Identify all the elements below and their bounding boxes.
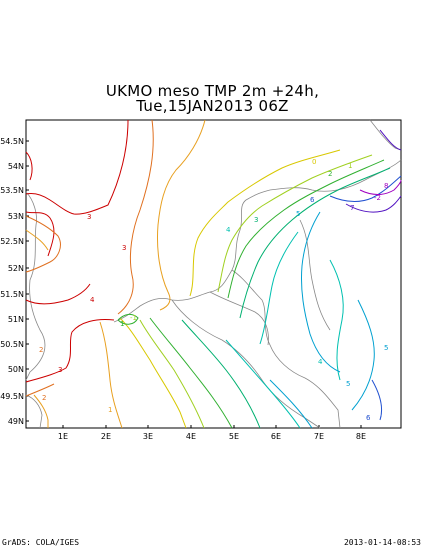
map-title-line2: Tue,15JAN2013 06Z bbox=[136, 97, 289, 115]
contour-m5 bbox=[269, 211, 375, 429]
contour-label: 4 bbox=[318, 358, 323, 366]
contour-label: 1 bbox=[120, 320, 124, 328]
contour-label: 5 bbox=[384, 344, 388, 352]
contour-label: 6 bbox=[366, 414, 371, 422]
contour-label: 6 bbox=[310, 196, 315, 204]
lat-label: 50.5N bbox=[0, 340, 24, 349]
contour-label: 4 bbox=[226, 226, 231, 234]
contour-m3 bbox=[181, 167, 391, 429]
contour-m2 bbox=[117, 159, 385, 429]
contour-label: -1 bbox=[130, 314, 137, 322]
lat-label: 51N bbox=[8, 315, 24, 324]
contour-label: 2 bbox=[39, 346, 43, 354]
contour-label: 3 bbox=[122, 244, 126, 252]
footer-timestamp: 2013-01-14-08:53 bbox=[343, 538, 421, 547]
coastlines bbox=[25, 119, 402, 429]
map-title-line1: UKMO meso TMP 2m +24h, bbox=[105, 82, 320, 100]
contour-label: 3 bbox=[58, 366, 62, 374]
contour-label: 4 bbox=[90, 296, 95, 304]
lat-label: 49N bbox=[8, 417, 24, 426]
contour-label: -2 bbox=[374, 194, 381, 202]
lat-label: 54N bbox=[8, 162, 24, 171]
lon-label: 3E bbox=[143, 432, 153, 441]
contour-3 bbox=[25, 119, 129, 383]
lat-label: 53.5N bbox=[0, 186, 24, 195]
contour-label: 3 bbox=[254, 216, 258, 224]
lon-label: 4E bbox=[186, 432, 196, 441]
contour-2 bbox=[25, 119, 154, 397]
lon-label: 5E bbox=[229, 432, 239, 441]
contour-m6 bbox=[329, 175, 402, 421]
contour-label: 8 bbox=[384, 182, 388, 190]
contour-label: 1 bbox=[348, 162, 352, 170]
contour-m1 bbox=[139, 154, 373, 429]
contour-label: 1 bbox=[108, 406, 112, 414]
contour-label: 5 bbox=[346, 380, 350, 388]
contour-label: 3 bbox=[87, 213, 91, 221]
lat-label: 53N bbox=[8, 212, 24, 221]
contour-label: 2 bbox=[42, 394, 46, 402]
lat-label: 50N bbox=[8, 365, 24, 374]
contour-label: 7 bbox=[350, 204, 354, 212]
lon-label: 6E bbox=[271, 432, 281, 441]
contour-m7 bbox=[345, 129, 402, 213]
lon-label: 8E bbox=[356, 432, 366, 441]
lon-label: 7E bbox=[314, 432, 324, 441]
contour-label: 2 bbox=[328, 170, 332, 178]
lat-label: 52.5N bbox=[0, 237, 24, 246]
lat-label: 51.5N bbox=[0, 290, 24, 299]
contour-0 bbox=[119, 149, 341, 429]
lat-label: 52N bbox=[8, 264, 24, 273]
contour-1 bbox=[25, 119, 206, 429]
contour-m4 bbox=[225, 231, 344, 429]
lat-label: 54.5N bbox=[0, 137, 24, 146]
lon-label: 2E bbox=[101, 432, 111, 441]
footer-credit: GrADS: COLA/IGES bbox=[2, 538, 80, 547]
contour-label: 0 bbox=[312, 158, 316, 166]
contour-m8 bbox=[359, 179, 402, 195]
plot-frame bbox=[25, 119, 402, 429]
lon-label: 1E bbox=[58, 432, 68, 441]
lat-label: 49.5N bbox=[0, 392, 24, 401]
contour-label: 5 bbox=[296, 210, 300, 218]
